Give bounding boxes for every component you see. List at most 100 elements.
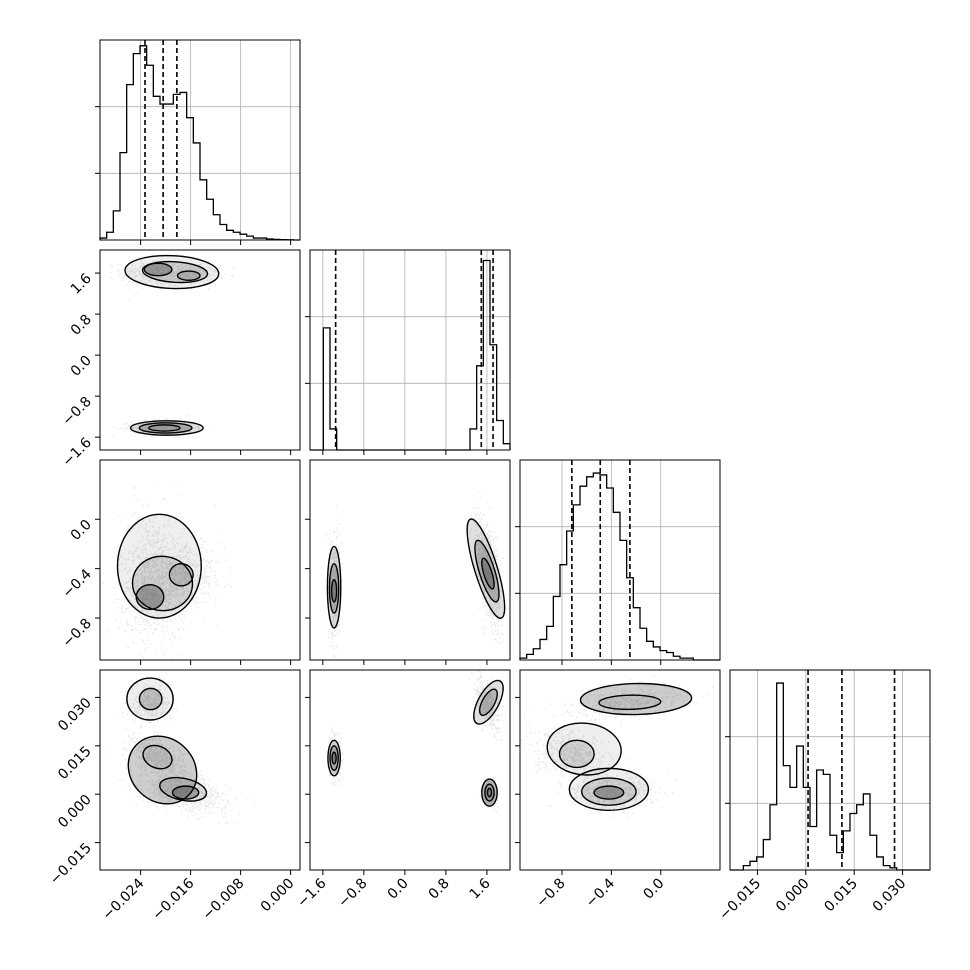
density-fill <box>594 786 624 800</box>
contour-line <box>159 776 208 802</box>
scatter-points <box>325 491 508 658</box>
density-fill <box>481 779 498 807</box>
density-fill <box>547 723 622 775</box>
density-fill <box>132 556 193 611</box>
contour-line <box>129 420 204 436</box>
contour-line <box>326 545 342 629</box>
histogram-p2 <box>519 472 720 661</box>
density-fill <box>143 745 172 769</box>
density-fill <box>142 261 208 283</box>
density-fill <box>599 695 661 710</box>
panel-background <box>520 460 720 660</box>
density-fill <box>487 788 492 797</box>
density-fill <box>581 778 637 806</box>
density-fill <box>479 689 498 716</box>
panel-background <box>520 670 720 870</box>
density-fill <box>139 688 162 710</box>
y-tick-label: 0.0 <box>68 517 95 544</box>
density-fill <box>331 579 337 602</box>
contour-line <box>330 579 338 603</box>
panel-frame <box>99 669 301 871</box>
panel-frame <box>519 459 721 661</box>
scatter-panel-p3_vs_p0 <box>99 669 301 871</box>
hist-panel-p2 <box>515 459 721 661</box>
x-tick-label: 0.8 <box>426 876 453 903</box>
density-fill <box>484 784 495 801</box>
panel-frame <box>309 459 511 661</box>
contour-line <box>473 679 504 725</box>
contour-line <box>127 735 198 805</box>
contour-line <box>328 563 340 614</box>
contour-line <box>484 783 495 802</box>
scatter-points <box>108 672 256 825</box>
contour-line <box>148 424 181 432</box>
contour-line <box>546 722 622 776</box>
x-tick-label: −0.008 <box>200 876 248 924</box>
contour-line <box>478 688 498 717</box>
contour-line <box>593 785 625 800</box>
contour-line <box>486 787 493 798</box>
y-tick-label: 0.0 <box>68 353 95 380</box>
panel-background <box>100 670 300 870</box>
panel-background <box>310 250 510 450</box>
contour-line <box>329 745 339 772</box>
density-fill <box>467 518 505 619</box>
scatter-panel-p3_vs_p2 <box>519 669 721 871</box>
contour-line <box>143 262 173 277</box>
x-tick-label: −0.024 <box>100 875 148 923</box>
contour-line <box>327 739 341 777</box>
scatter-points <box>326 670 507 812</box>
panel-background <box>100 250 300 450</box>
contour-line <box>141 260 209 284</box>
density-fill <box>481 558 495 589</box>
y-tick-label: 0.015 <box>55 743 95 783</box>
contour-line <box>176 270 201 281</box>
contour-line <box>466 518 506 619</box>
x-tick-label: −1.6 <box>294 875 329 910</box>
contour-line <box>331 751 337 765</box>
contour-line <box>138 422 193 434</box>
contour-line <box>568 767 650 812</box>
x-tick-label: −0.8 <box>335 876 370 911</box>
scatter-points <box>109 255 234 439</box>
contour-line <box>142 744 173 770</box>
scatter-panel-p3_vs_p1 <box>309 669 511 871</box>
density-fill <box>177 271 200 281</box>
scatter-points <box>521 674 714 818</box>
density-fill <box>144 263 172 276</box>
x-tick-label: 0.000 <box>773 876 813 916</box>
x-tick-label: 0.0 <box>385 876 412 903</box>
density-fill <box>473 680 504 725</box>
panel-frame <box>729 669 931 871</box>
scatter-panel-p2_vs_p0 <box>99 459 301 661</box>
density-fill <box>474 540 499 602</box>
contour-line <box>124 254 220 290</box>
histogram-p0 <box>99 45 300 241</box>
density-fill <box>332 752 337 764</box>
panel-frame <box>99 249 301 451</box>
density-fill <box>148 424 180 432</box>
density-fill <box>329 563 339 614</box>
panel-background <box>100 460 300 660</box>
x-tick-label: 1.6 <box>467 875 494 902</box>
scatter-panel-p1_vs_p0 <box>99 249 301 451</box>
y-tick-label: −0.8 <box>59 394 94 429</box>
y-tick-label: 0.030 <box>55 695 95 735</box>
x-tick-label: 0.000 <box>258 876 298 916</box>
y-tick-label: 0.000 <box>55 792 95 832</box>
x-tick-label: 0.0 <box>641 876 668 903</box>
y-tick-label: 1.6 <box>68 271 95 298</box>
x-tick-label: 0.030 <box>870 876 910 916</box>
panel-frame <box>99 39 301 241</box>
scatter-panel-p2_vs_p1 <box>309 459 511 661</box>
panel-background <box>100 40 300 240</box>
contour-line <box>126 677 174 721</box>
density-fill <box>125 255 219 289</box>
panel-frame <box>99 459 301 661</box>
contour-line <box>598 694 662 711</box>
contour-line <box>581 777 637 806</box>
contour-line <box>579 682 693 716</box>
y-tick-label: −0.4 <box>59 566 94 601</box>
density-fill <box>569 768 649 811</box>
